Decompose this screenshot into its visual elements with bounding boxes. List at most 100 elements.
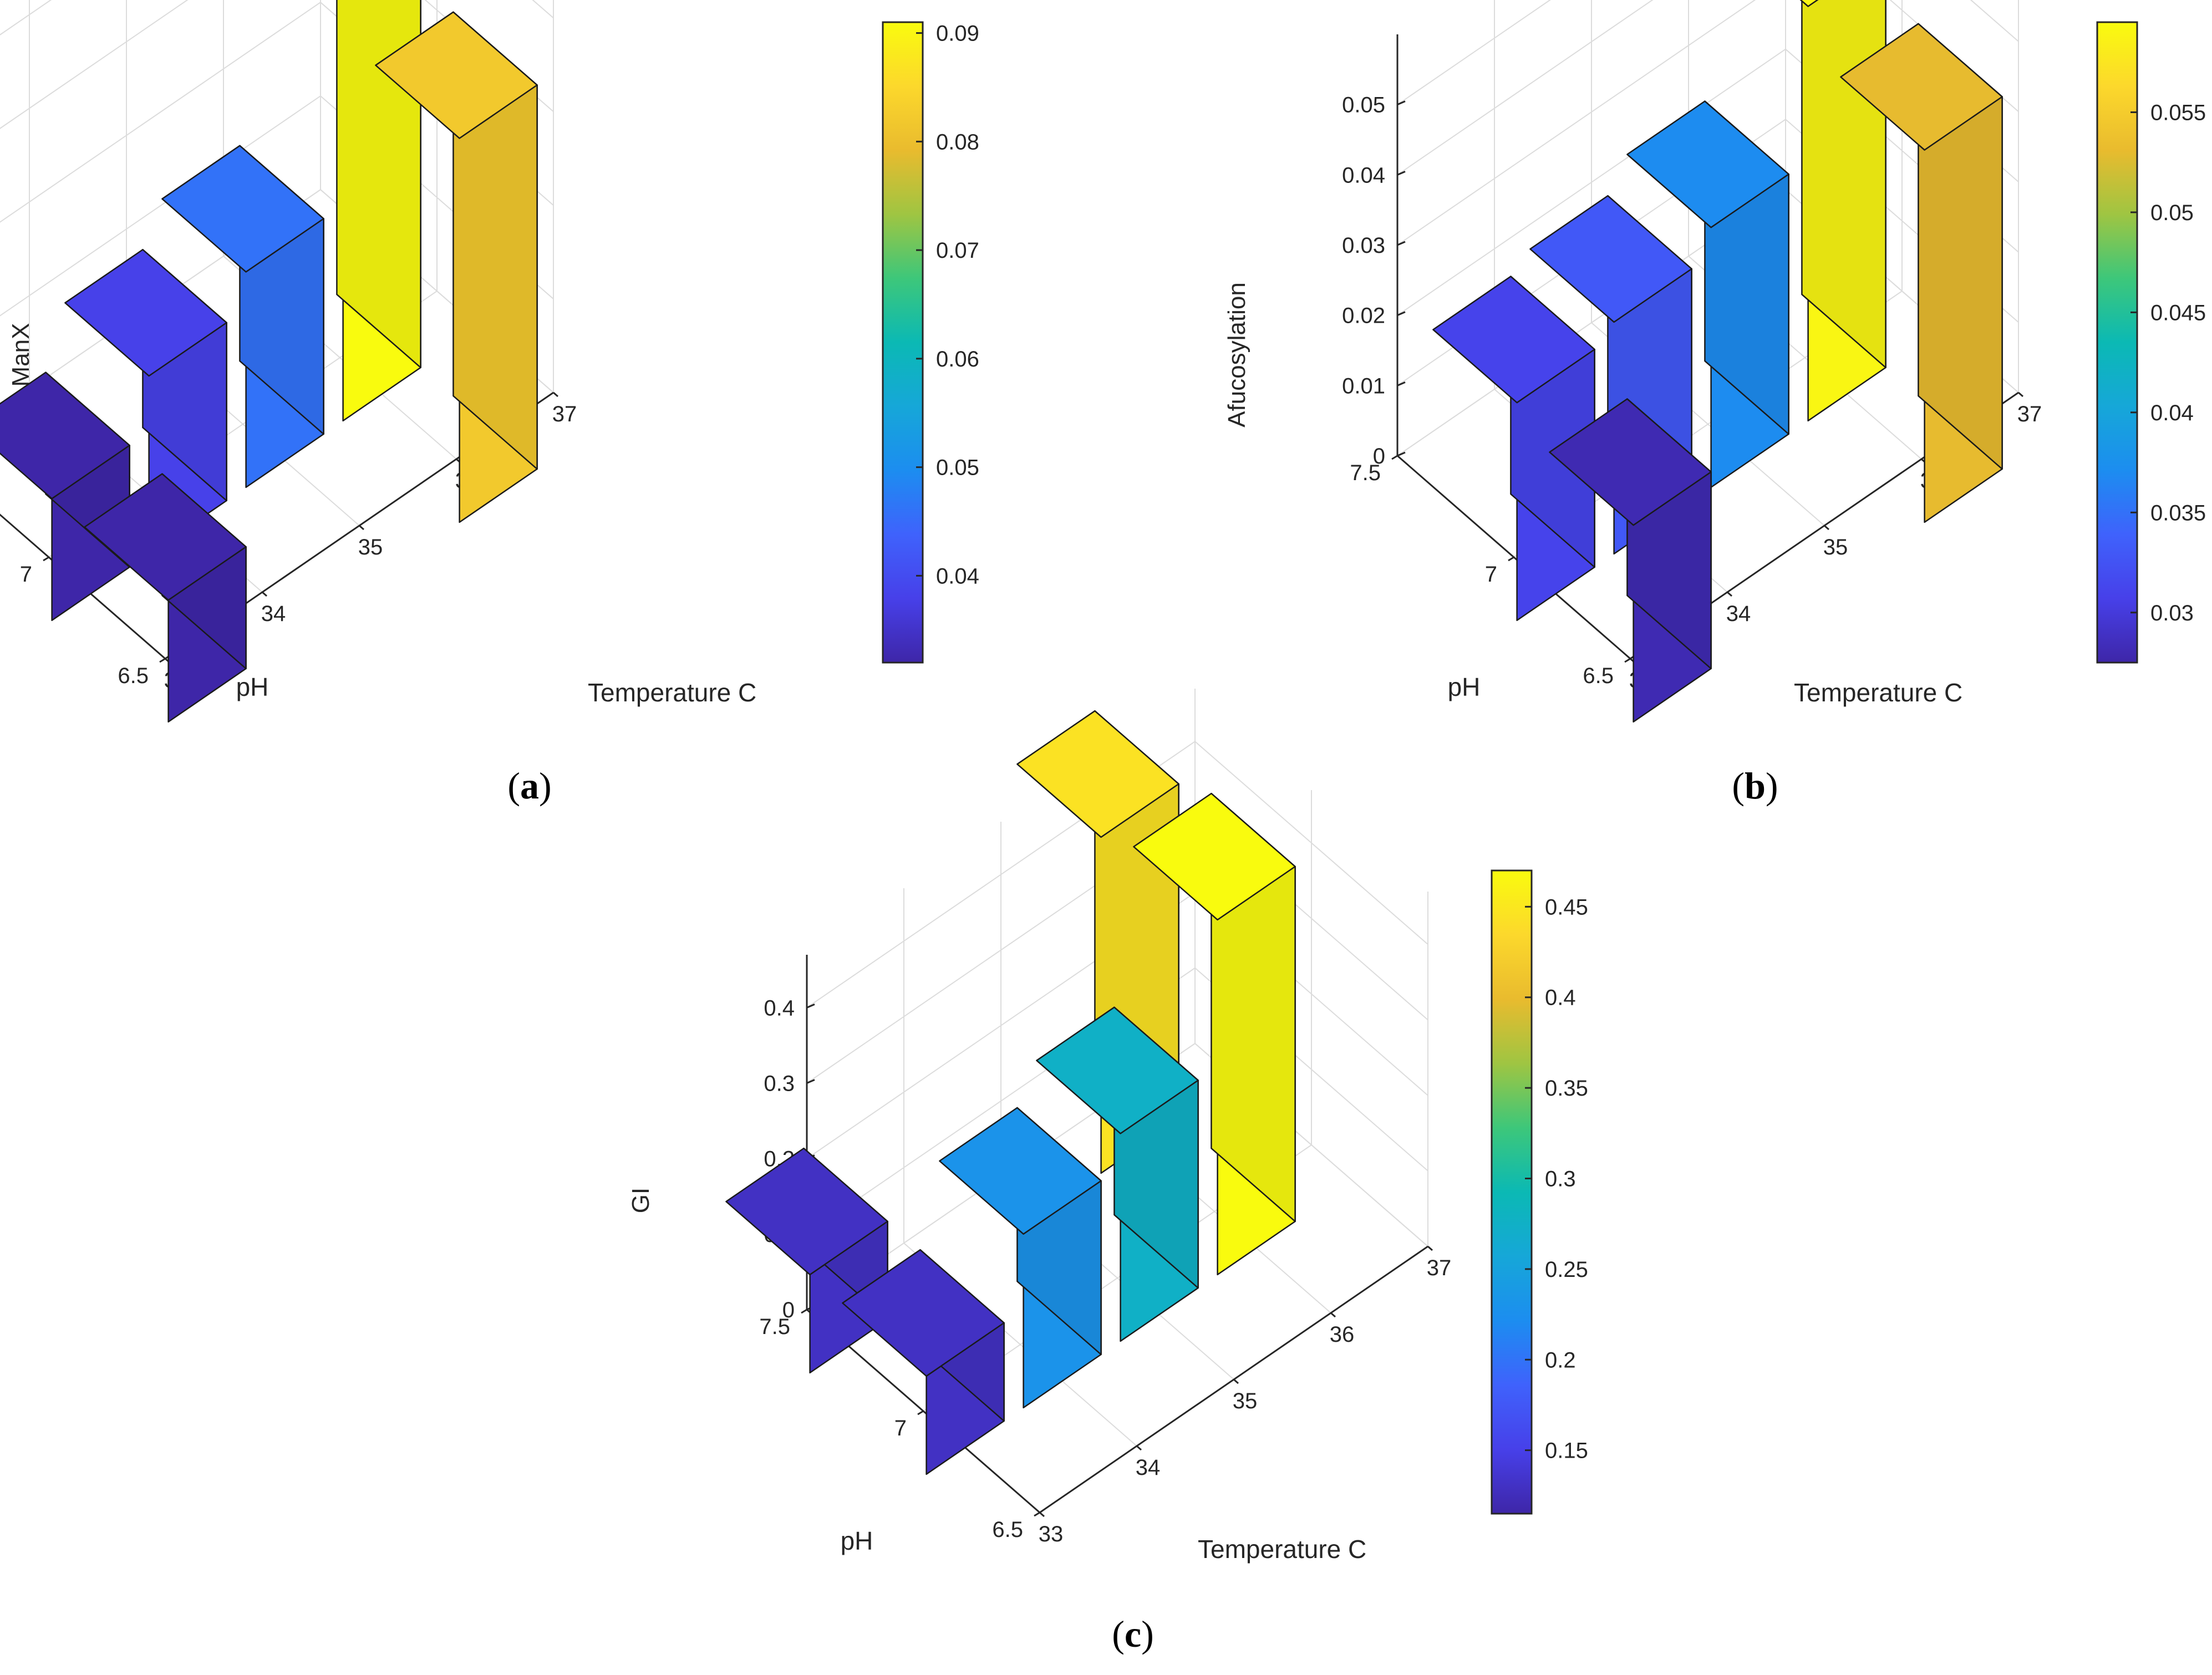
bar-top-face (0, 371, 130, 500)
colorbar (882, 21, 924, 664)
bar-top-face (1036, 1006, 1199, 1134)
z-tick-mark (806, 1003, 815, 1009)
caption-close: ) (539, 765, 552, 807)
x-tick-mark (1136, 1445, 1142, 1451)
x-tick-label: 35 (358, 535, 383, 559)
y-axis-title: pH (841, 1526, 873, 1555)
y-tick-mark (1508, 556, 1514, 562)
colorbar-tick-label: 0.3 (1545, 1167, 1576, 1191)
x-tick-label: 35 (1233, 1389, 1258, 1413)
gridline-z-0.05 (1397, 0, 2019, 105)
x-tick-mark (262, 591, 267, 597)
chart-panel-b: 33343536376.577.500.010.020.030.040.05Af… (1223, 0, 2206, 807)
colorbar-tick-label: 0.055 (2150, 100, 2206, 125)
caption-open: ( (1112, 1613, 1125, 1655)
colorbar (2096, 21, 2138, 664)
colorbar-tick-label: 0.04 (936, 564, 979, 588)
bar-top-face (1016, 710, 1179, 838)
y-axis-title: pH (236, 673, 269, 701)
caption-close: ) (1141, 1613, 1154, 1655)
x-tick-mark (2018, 391, 2023, 398)
bar-top-face (1432, 276, 1595, 404)
y-tick-label: 6.5 (118, 664, 149, 688)
panel-caption: (a) (507, 765, 551, 807)
y-tick-label: 7 (894, 1416, 907, 1440)
colorbar-tick-label: 0.05 (2150, 201, 2194, 225)
z-axis-title: ManX (7, 323, 34, 387)
y-tick-label: 7 (1485, 562, 1497, 587)
x-axis-title: Temperature C (588, 678, 756, 707)
x-tick-label: 37 (552, 402, 577, 426)
colorbar-tick-label: 0.25 (1545, 1257, 1588, 1282)
x-tick-label: 35 (1823, 535, 1848, 559)
z-axis-title: GI (627, 1188, 654, 1213)
y-tick-mark (801, 1309, 807, 1314)
bar-b-t33-ph7 (1432, 276, 1595, 622)
colorbar-tick-label: 0.035 (2150, 501, 2206, 525)
y-tick-label: 6.5 (1583, 664, 1614, 688)
bar-top-face (84, 473, 247, 601)
bar-top-face (939, 1107, 1102, 1235)
colorbar-tick-label: 0.4 (1545, 986, 1576, 1010)
y-axis-title: pH (1448, 673, 1481, 701)
bar-top-face (161, 145, 324, 273)
bar-a-t36-ph6.5 (375, 11, 538, 523)
caption-letter: c (1125, 1613, 1141, 1655)
y-tick-label: 6.5 (992, 1518, 1023, 1542)
colorbar-tick-label: 0.045 (2150, 301, 2206, 325)
z-tick-label: 0 (782, 1298, 795, 1322)
caption-open: ( (507, 765, 520, 807)
chart-panel-c: 33343536376.577.500.10.20.30.4GITemperat… (627, 689, 1588, 1655)
x-axis-title: Temperature C (1794, 678, 1962, 707)
colorbar-tick-label: 0.09 (936, 22, 979, 46)
x-tick-label: 37 (1427, 1256, 1452, 1280)
bar-top-face (1549, 398, 1712, 526)
y-tick-label: 7.5 (759, 1315, 790, 1339)
bar-top-face (1626, 100, 1789, 228)
x-tick-label: 34 (1726, 602, 1751, 626)
x-axis-title: Temperature C (1198, 1535, 1366, 1564)
bar-c-t33-ph7.5 (725, 1147, 888, 1374)
panel-caption: (b) (1732, 765, 1778, 807)
z-tick-label: 0.05 (1342, 93, 1385, 118)
x-tick-label: 34 (1136, 1455, 1161, 1480)
colorbar-tick-label: 0.03 (2150, 601, 2194, 625)
z-tick-label: 0.3 (764, 1071, 795, 1096)
gridline-z-0 (806, 1042, 1428, 1310)
z-tick-label: 0.4 (764, 996, 795, 1020)
colorbar-tick-label: 0.35 (1545, 1076, 1588, 1101)
x-tick-label: 36 (1330, 1322, 1355, 1347)
bar-top-face (1840, 23, 2003, 151)
z-tick-mark (1397, 381, 1406, 386)
colorbar-tick-label: 0.2 (1545, 1348, 1576, 1372)
x-tick-mark (1824, 525, 1829, 531)
x-tick-mark (1330, 1312, 1336, 1318)
z-tick-mark (1397, 451, 1406, 457)
x-tick-mark (553, 391, 558, 398)
colorbar-tick-label: 0.08 (936, 130, 979, 154)
y-tick-label: 7 (20, 562, 32, 587)
y-tick-mark (159, 658, 166, 663)
bar-c-t34-ph7 (939, 1107, 1102, 1409)
x-tick-mark (1427, 1245, 1433, 1251)
colorbar-tick-label: 0.05 (936, 456, 979, 480)
bar-b-t35-ph7 (1626, 100, 1789, 488)
z-tick-label: 0 (1373, 444, 1385, 469)
caption-letter: a (520, 765, 539, 807)
x-tick-label: 37 (2017, 402, 2042, 426)
bar-top-face (64, 248, 227, 377)
gridline-z-0.1 (806, 967, 1428, 1235)
bar-c-t35-ph7 (1036, 1006, 1199, 1342)
z-tick-label: 0.02 (1342, 304, 1385, 328)
x-tick-mark (1233, 1378, 1239, 1384)
panel-caption: (c) (1112, 1613, 1154, 1655)
bar-top-face (375, 11, 538, 139)
y-tick-mark (917, 1410, 924, 1416)
colorbar-tick-label: 0.15 (1545, 1439, 1588, 1463)
caption-letter: b (1745, 765, 1766, 807)
x-tick-mark (1727, 591, 1732, 597)
z-tick-mark (806, 1079, 815, 1084)
z-tick-label: 0.01 (1342, 374, 1385, 398)
colorbar-tick-label: 0.04 (2150, 401, 2194, 425)
z-tick-label: 0.04 (1342, 163, 1385, 187)
